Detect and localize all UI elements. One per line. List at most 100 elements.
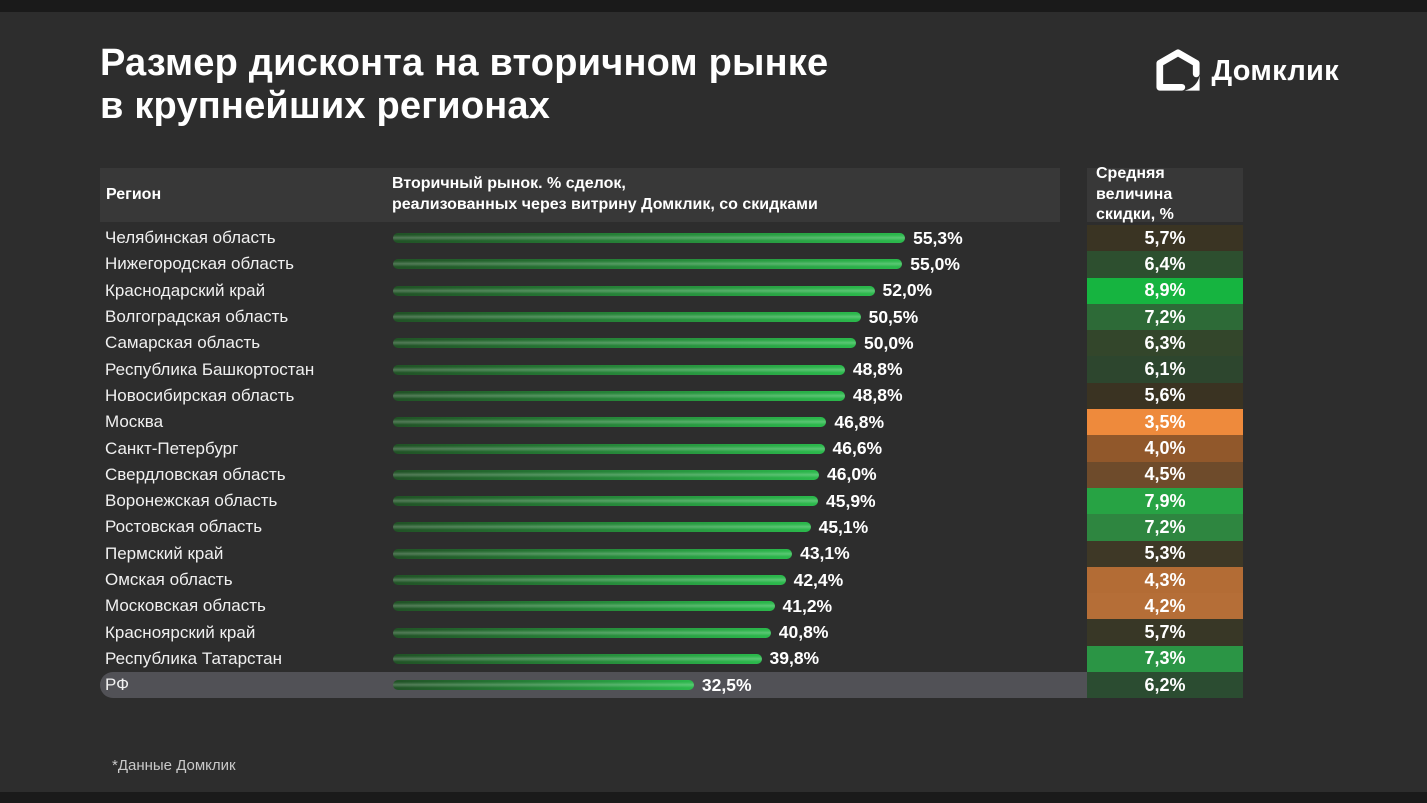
column-header-discount: Средняя величина скидки, % xyxy=(1087,164,1243,226)
deal-share-bar xyxy=(393,680,694,691)
discount-cell: 7,2% xyxy=(1087,303,1243,331)
region-label: Московская область xyxy=(105,596,266,616)
deal-share-value: 46,0% xyxy=(827,464,877,485)
deal-share-value: 46,8% xyxy=(834,411,885,432)
deal-share-bar xyxy=(393,285,875,296)
bottom-letterbox-strip xyxy=(0,792,1427,803)
discount-cell: 6,2% xyxy=(1087,672,1243,699)
table-row: Московская область 41,2% 4,2% xyxy=(100,593,1243,620)
bar-cell: 50,0% xyxy=(393,333,1088,354)
deal-share-value: 55,0% xyxy=(910,253,960,274)
page-title-line1: Размер дисконта на вторичном рынке xyxy=(100,42,829,84)
table-row: Ростовская область 45,1% 7,2% xyxy=(100,514,1243,541)
region-label: Челябинская область xyxy=(105,228,276,248)
discount-cell: 4,0% xyxy=(1087,435,1243,462)
table-row: Красноярский край 40,8% 5,7% xyxy=(100,619,1243,646)
bar-cell: 55,0% xyxy=(393,254,1088,275)
deal-share-bar xyxy=(393,469,819,480)
column-header-market-line1: Вторичный рынок. % сделок, xyxy=(392,175,626,193)
region-label: Республика Татарстан xyxy=(105,648,282,668)
deal-share-bar xyxy=(393,653,762,664)
deal-share-value: 43,1% xyxy=(800,543,850,564)
bar-cell: 41,2% xyxy=(393,596,1088,617)
column-header-discount-line1: Средняя величина xyxy=(1096,164,1173,203)
column-header-discount-line2: скидки, % xyxy=(1096,206,1174,224)
deal-share-value: 40,8% xyxy=(778,622,829,643)
page-title: Размер дисконта на вторичном рынке в кру… xyxy=(100,42,828,127)
region-label: Самарская область xyxy=(105,333,261,353)
deal-share-bar xyxy=(393,390,845,401)
table-row: Свердловская область 46,0% 4,5% xyxy=(100,461,1243,488)
bar-cell: 48,8% xyxy=(393,385,1088,406)
deal-share-value: 50,0% xyxy=(864,332,914,353)
top-letterbox-strip xyxy=(0,0,1427,12)
deal-share-value: 42,4% xyxy=(793,569,844,590)
column-header-market: Вторичный рынок. % сделок, реализованных… xyxy=(392,174,1052,216)
bar-cell: 48,8% xyxy=(393,359,1088,380)
logo-wordmark: Домклик xyxy=(1211,54,1339,87)
bar-cell: 45,9% xyxy=(393,491,1088,512)
deal-share-value: 55,3% xyxy=(913,227,963,248)
data-source-note: *Данные Домклик xyxy=(112,757,236,774)
table-row: РФ 32,5% 6,2% xyxy=(100,672,1243,699)
discount-cell: 7,2% xyxy=(1087,514,1243,541)
deal-share-bar xyxy=(393,233,906,244)
table-header-main: Регион Вторичный рынок. % сделок, реализ… xyxy=(100,168,1060,222)
deal-share-value: 48,8% xyxy=(852,385,903,406)
discount-cell: 3,5% xyxy=(1087,409,1243,436)
table-row: Нижегородская область 55,0% 6,4% xyxy=(100,251,1243,278)
deal-share-value: 52,0% xyxy=(882,280,933,301)
bar-cell: 42,4% xyxy=(393,570,1088,591)
page-title-line2: в крупнейших регионах xyxy=(100,84,551,127)
table-row: Республика Башкортостан 48,8% 6,1% xyxy=(100,356,1243,383)
table-row: Омская область 42,4% 4,3% xyxy=(100,566,1243,594)
region-label: Нижегородская область xyxy=(105,254,294,274)
deal-share-bar xyxy=(393,522,811,533)
deal-share-value: 46,6% xyxy=(832,438,883,459)
region-label: Пермский край xyxy=(105,543,224,563)
discount-cell: 8,9% xyxy=(1087,277,1243,304)
domclick-house-icon xyxy=(1155,48,1201,94)
table-body: Челябинская область 55,3% 5,7% Нижегород… xyxy=(100,225,1243,699)
table-row: Самарская область 50,0% 6,3% xyxy=(100,330,1243,357)
discount-cell: 4,3% xyxy=(1087,566,1243,594)
bar-cell: 46,6% xyxy=(393,438,1088,459)
table-row: Москва 46,8% 3,5% xyxy=(100,409,1243,436)
table-row: Пермский край 43,1% 5,3% xyxy=(100,540,1243,567)
bar-cell: 39,8% xyxy=(393,648,1088,669)
deal-share-bar xyxy=(393,548,793,559)
discount-cell: 5,7% xyxy=(1087,225,1243,252)
discount-cell: 6,4% xyxy=(1087,251,1243,278)
bar-cell: 46,8% xyxy=(393,412,1088,433)
table-row: Республика Татарстан 39,8% 7,3% xyxy=(100,645,1243,673)
bar-cell: 45,1% xyxy=(393,517,1088,538)
discount-cell: 4,5% xyxy=(1087,461,1243,488)
table-row: Краснодарский край 52,0% 8,9% xyxy=(100,277,1243,304)
discount-cell: 5,3% xyxy=(1087,540,1243,567)
deal-share-bar xyxy=(393,443,825,454)
region-label: Новосибирская область xyxy=(105,385,295,405)
bar-cell: 52,0% xyxy=(393,280,1088,301)
deal-share-bar xyxy=(393,312,861,323)
region-label: Санкт-Петербург xyxy=(105,438,239,458)
region-label: Красноярский край xyxy=(105,622,256,642)
region-label: Воронежская область xyxy=(105,491,278,511)
domclick-logo: Домклик xyxy=(1155,48,1339,94)
table-row: Новосибирская область 48,8% 5,6% xyxy=(100,382,1243,410)
bar-cell: 43,1% xyxy=(393,543,1088,564)
bar-cell: 40,8% xyxy=(393,622,1088,643)
table-row: Челябинская область 55,3% 5,7% xyxy=(100,225,1243,252)
deal-share-value: 45,1% xyxy=(818,516,869,537)
discount-cell: 5,7% xyxy=(1087,619,1243,646)
discount-cell: 7,9% xyxy=(1087,487,1243,515)
deal-share-value: 45,9% xyxy=(826,490,876,511)
deal-share-bar xyxy=(393,259,903,270)
region-label: Ростовская область xyxy=(105,517,263,537)
table-header-discount: Средняя величина скидки, % xyxy=(1087,165,1243,223)
deal-share-bar xyxy=(393,417,827,428)
deal-share-value: 50,5% xyxy=(868,306,919,327)
bar-cell: 50,5% xyxy=(393,307,1088,328)
discount-cell: 6,3% xyxy=(1087,330,1243,357)
bar-cell: 46,0% xyxy=(393,464,1088,485)
